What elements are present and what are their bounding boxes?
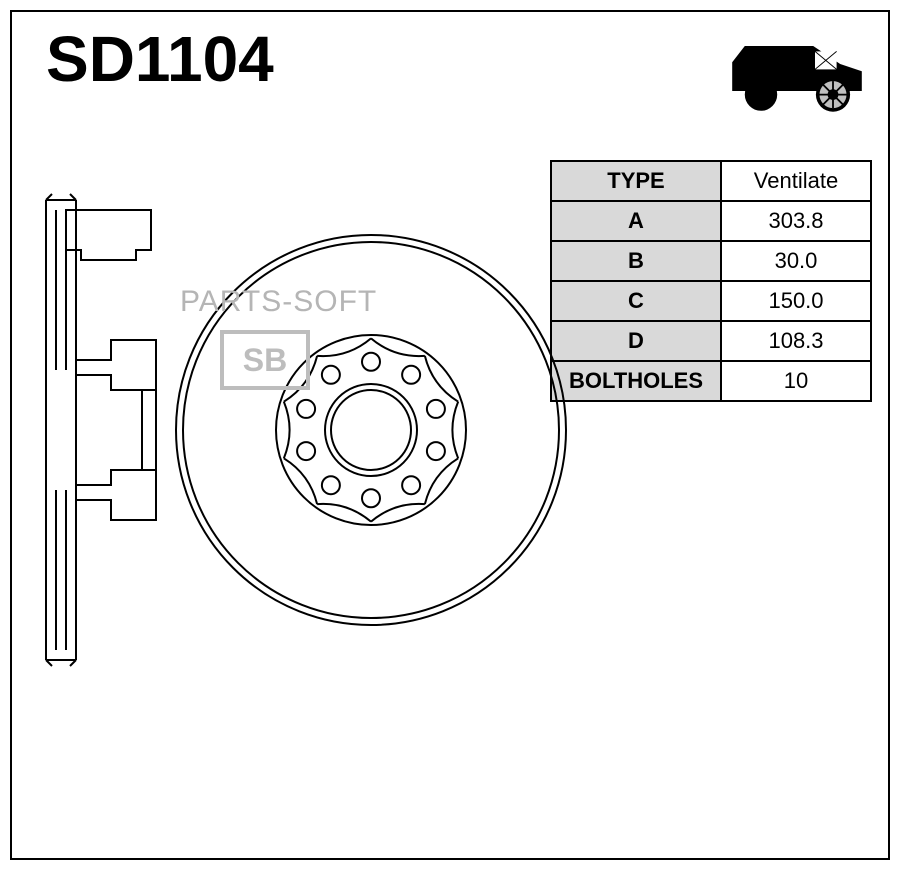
spec-table-body: TYPE Ventilate A 303.8 B 30.0 C 150.0 D … <box>551 161 871 401</box>
table-row: TYPE Ventilate <box>551 161 871 201</box>
spec-value: 150.0 <box>721 281 871 321</box>
table-row: A 303.8 <box>551 201 871 241</box>
table-row: D 108.3 <box>551 321 871 361</box>
sb-logo: SB <box>220 330 310 390</box>
spec-value: 108.3 <box>721 321 871 361</box>
brake-disc-diagram <box>26 190 586 670</box>
table-row: B 30.0 <box>551 241 871 281</box>
table-row: BOLTHOLES 10 <box>551 361 871 401</box>
sb-logo-text: SB <box>243 342 287 379</box>
spec-table: TYPE Ventilate A 303.8 B 30.0 C 150.0 D … <box>550 160 872 402</box>
spec-value: Ventilate <box>721 161 871 201</box>
table-row: C 150.0 <box>551 281 871 321</box>
spec-value: 10 <box>721 361 871 401</box>
spec-value: 30.0 <box>721 241 871 281</box>
spec-sheet-page: SD1104 TYPE Ventilate <box>0 0 900 870</box>
spec-value: 303.8 <box>721 201 871 241</box>
watermark-text: PARTS-SOFT <box>180 285 377 319</box>
car-rear-icon <box>722 28 872 118</box>
part-number: SD1104 <box>46 22 274 96</box>
